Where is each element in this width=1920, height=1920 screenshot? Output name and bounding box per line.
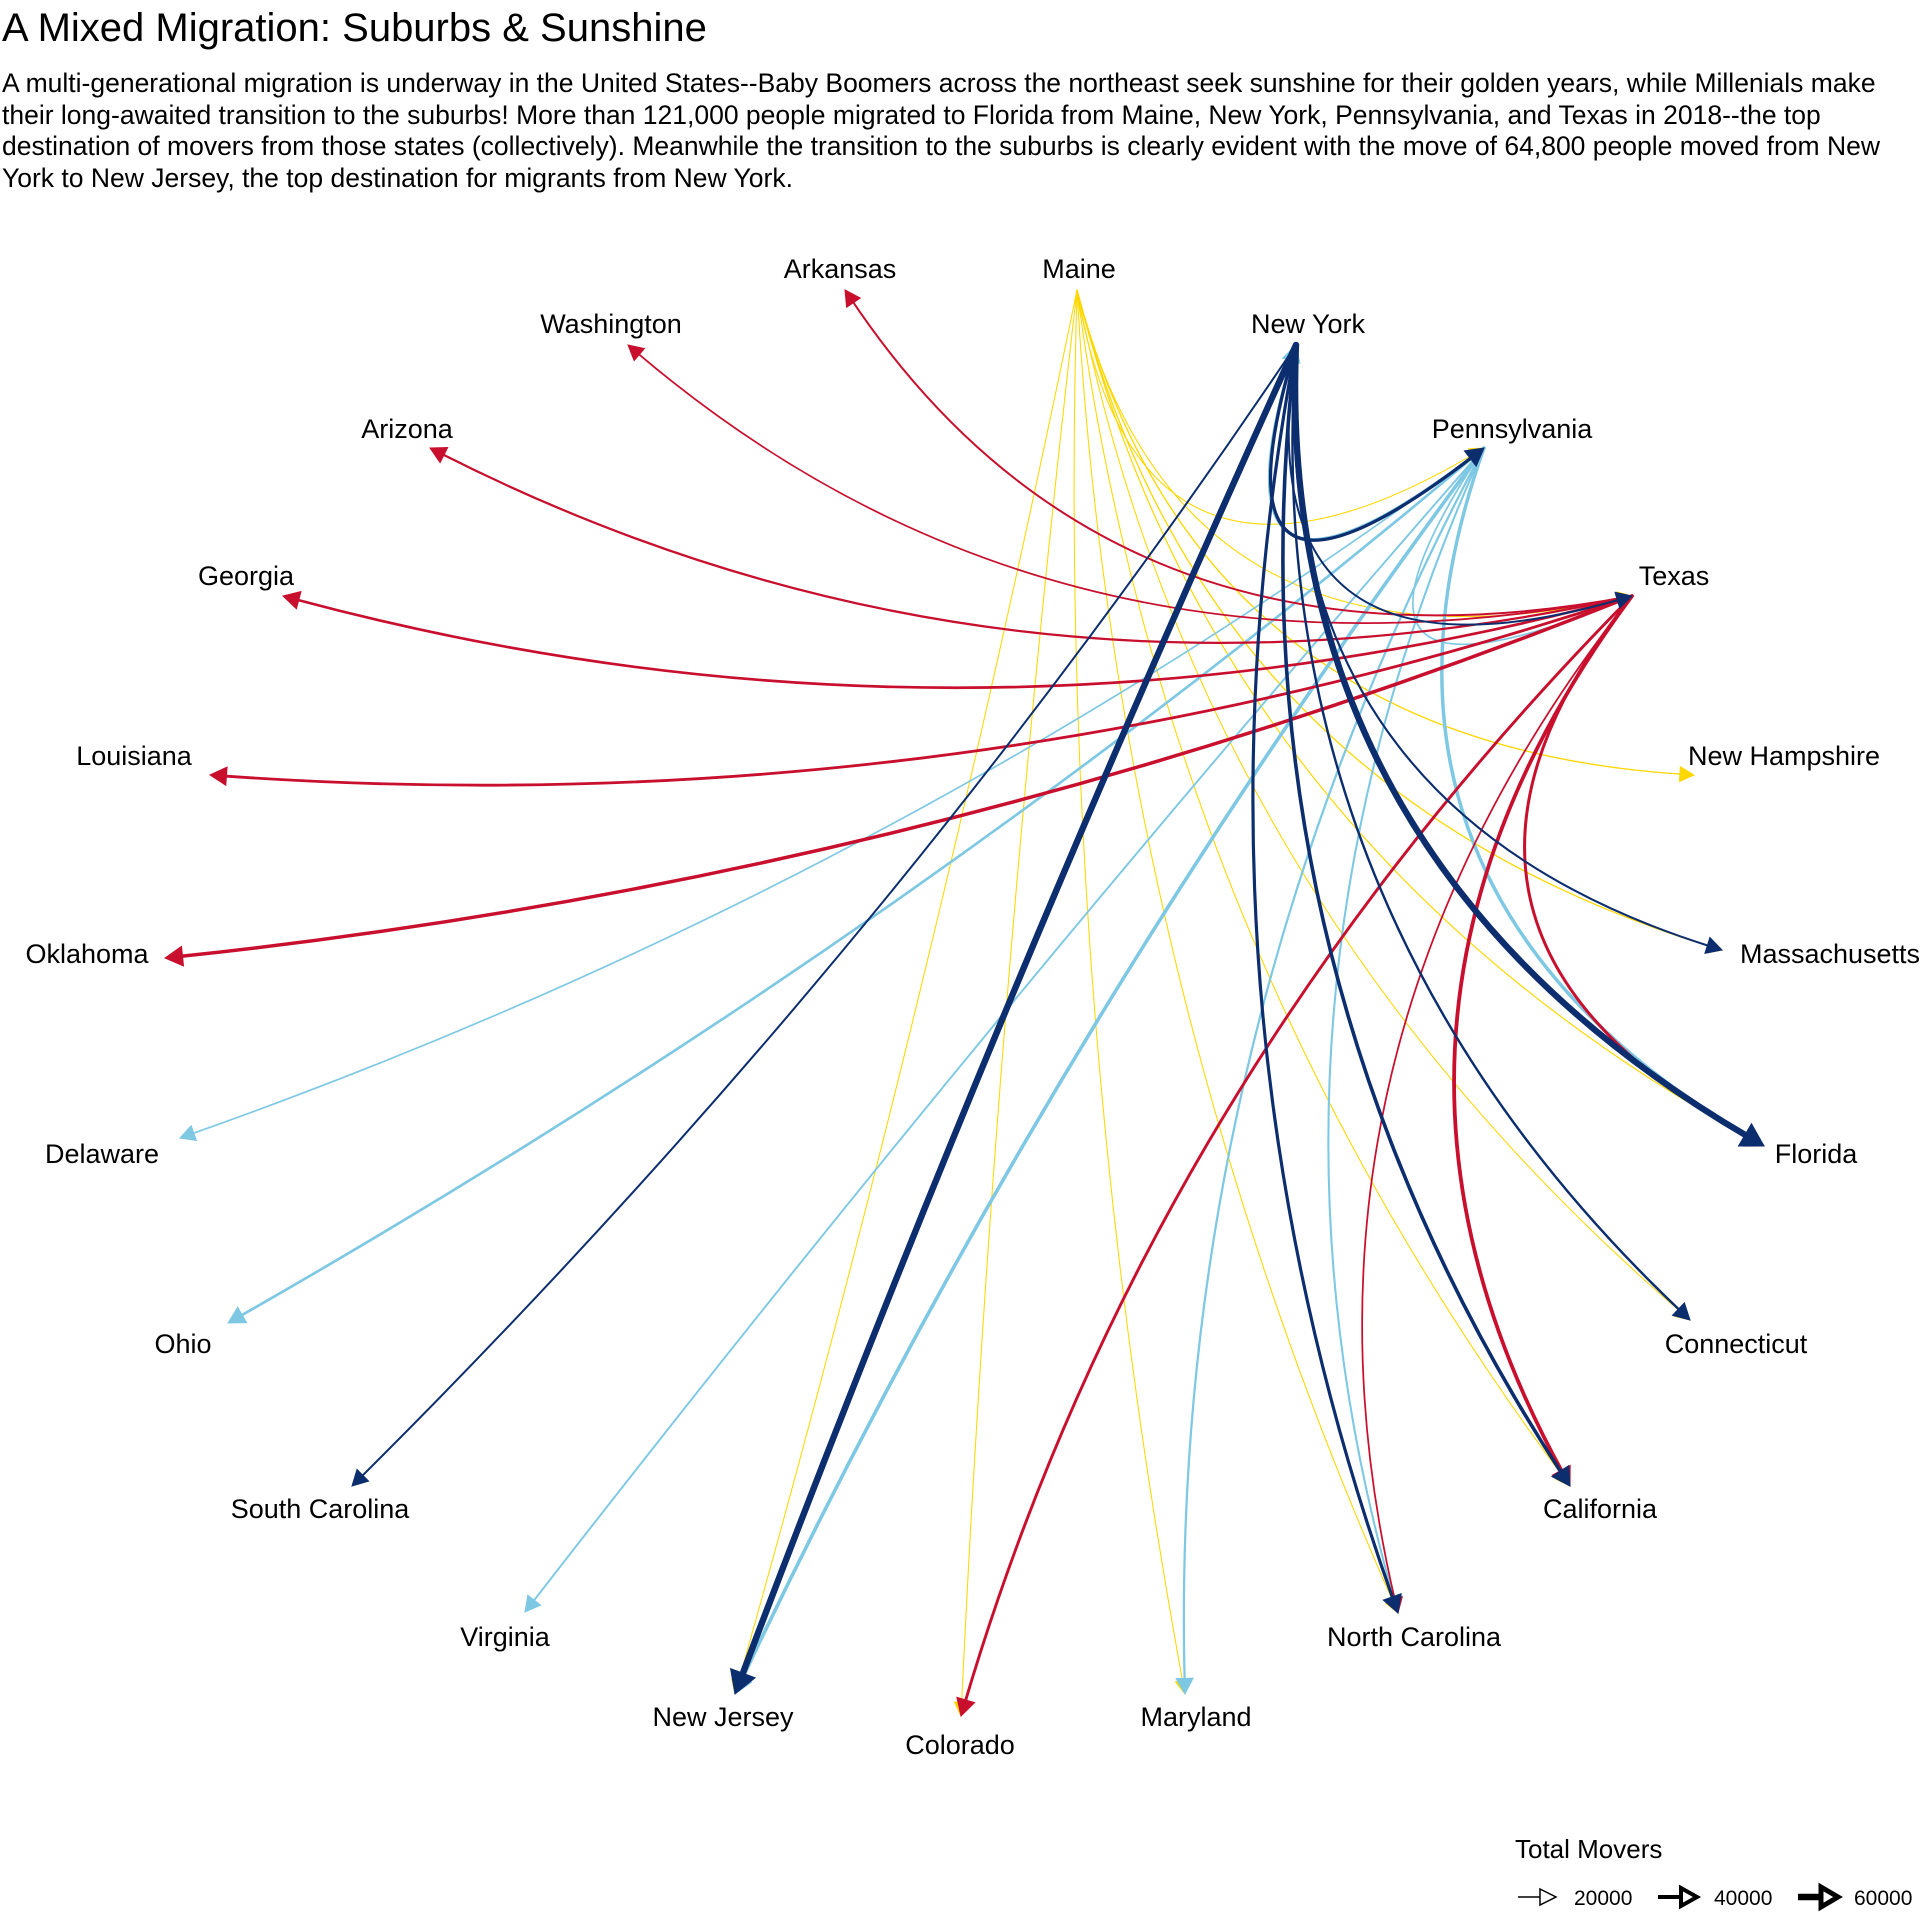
edge-pennsylvania-to-florida [1440, 446, 1754, 1141]
edge-new-york-to-new-jersey [738, 341, 1300, 1681]
edge-texas-to-california [1452, 594, 1634, 1476]
arrowhead-new-york-to-massachusetts [1704, 936, 1724, 954]
edge-new-york-to-california [1281, 343, 1565, 1476]
legend-label-20000: 20000 [1574, 1887, 1632, 1910]
edge-maine-to-florida [1076, 289, 1755, 1142]
legend-item-40000: 40000 [1658, 1884, 1772, 1910]
legend-item-20000: 20000 [1518, 1887, 1632, 1910]
edge-new-york-to-texas [1287, 344, 1622, 626]
edge-texas-to-north-carolina [1361, 595, 1633, 1603]
node-label-florida: Florida [1775, 1139, 1859, 1169]
arrowhead-new-york-to-south-carolina [351, 1468, 370, 1487]
labels-layer: Arkansas Maine Washington New York Arizona Pe… [25, 254, 1920, 1760]
edge-maine-to-maryland [1073, 289, 1184, 1684]
node-label-new-york: New York [1251, 309, 1366, 339]
node-label-massachusetts: Massachusetts [1740, 939, 1920, 969]
arrowhead-pennsylvania-to-ohio [227, 1306, 248, 1324]
edge-maine-to-colorado [960, 289, 1078, 1706]
arrowhead-new-york-to-florida [1737, 1122, 1765, 1147]
arrowhead-new-york-to-california [1551, 1464, 1571, 1487]
node-label-ohio: Ohio [154, 1329, 211, 1359]
legend-item-60000: 60000 [1798, 1882, 1912, 1912]
edge-new-york-to-pennsylvania [1268, 343, 1475, 542]
node-label-colorado: Colorado [905, 1730, 1015, 1760]
arrowhead-texas-to-oklahoma [163, 945, 185, 967]
arrowhead-new-york-to-connecticut [1671, 1301, 1691, 1321]
legend-label-60000: 60000 [1854, 1887, 1912, 1910]
arrowhead-texas-to-louisiana [208, 766, 228, 787]
edge-maine-to-new-jersey [737, 289, 1078, 1684]
edge-maine-to-new-hampshire [1076, 289, 1684, 775]
arrowhead-texas-to-arkansas [844, 289, 862, 309]
node-label-arizona: Arizona [361, 414, 454, 444]
edge-texas-to-arkansas [850, 299, 1633, 617]
node-label-arkansas: Arkansas [784, 254, 897, 284]
arrowhead-new-york-to-texas [1614, 591, 1634, 610]
node-label-oklahoma: Oklahoma [25, 939, 149, 969]
node-label-delaware: Delaware [45, 1139, 159, 1169]
node-label-louisiana: Louisiana [76, 741, 193, 771]
edge-texas-to-arizona [440, 452, 1634, 645]
node-label-north-carolina: North Carolina [1327, 1622, 1502, 1652]
edge-texas-to-washington [636, 351, 1633, 624]
legend-arrow-head [1818, 1882, 1843, 1912]
edge-new-york-to-florida [1292, 341, 1752, 1141]
legend-arrow-head [1679, 1884, 1702, 1910]
edge-new-york-to-connecticut [1291, 343, 1682, 1313]
edge-maine-to-pennsylvania [1076, 289, 1476, 525]
node-label-new-jersey: New Jersey [652, 1702, 794, 1732]
node-label-pennsylvania: Pennsylvania [1432, 414, 1594, 444]
edge-maine-to-connecticut [1076, 289, 1683, 1314]
edge-texas-to-louisiana [221, 594, 1634, 787]
edge-pennsylvania-to-virginia [531, 447, 1485, 1604]
legend-label-40000: 40000 [1714, 1887, 1772, 1910]
edge-texas-to-georgia [294, 594, 1634, 690]
node-label-maine: Maine [1042, 254, 1116, 284]
edge-pennsylvania-to-delaware [190, 447, 1485, 1135]
node-label-maryland: Maryland [1140, 1702, 1251, 1732]
node-label-connecticut: Connecticut [1665, 1329, 1808, 1359]
arrowhead-texas-to-washington [627, 344, 646, 362]
edges-layer [163, 289, 1765, 1718]
edge-pennsylvania-to-maryland [1182, 446, 1486, 1683]
legend-arrow-head [1539, 1887, 1558, 1907]
legend-title: Total Movers [1515, 1834, 1662, 1864]
arrowhead-new-york-to-pennsylvania [1463, 447, 1485, 468]
arrowhead-texas-to-arizona [429, 446, 449, 464]
arrowhead-new-york-to-new-jersey [729, 1667, 757, 1695]
node-label-california: California [1543, 1494, 1658, 1524]
node-label-washington: Washington [540, 309, 682, 339]
node-label-texas: Texas [1639, 561, 1710, 591]
chart-title: A Mixed Migration: Suburbs & Sunshine [2, 6, 707, 50]
edge-texas-to-colorado [963, 594, 1634, 1705]
edge-new-york-to-north-carolina [1251, 343, 1395, 1602]
node-label-new-hampshire: New Hampshire [1688, 741, 1880, 771]
chart-subtitle: A multi-generational migration is underw… [2, 68, 1880, 193]
edge-pennsylvania-to-ohio [237, 446, 1486, 1318]
edge-pennsylvania-to-north-carolina [1327, 446, 1486, 1603]
node-label-south-carolina: South Carolina [231, 1494, 411, 1524]
legend: Total Movers 20000 40000 60000 [1515, 1834, 1912, 1912]
edge-pennsylvania-to-new-jersey [739, 446, 1486, 1683]
edge-maine-to-california [1076, 289, 1564, 1478]
arrowhead-pennsylvania-to-virginia [524, 1594, 542, 1613]
arrowhead-pennsylvania-to-maryland [1175, 1677, 1194, 1696]
edge-maine-to-north-carolina [1076, 289, 1395, 1604]
edge-new-york-to-south-carolina [359, 344, 1297, 1479]
node-label-virginia: Virginia [460, 1622, 551, 1652]
arrowhead-pennsylvania-to-delaware [179, 1124, 198, 1142]
arrowhead-maine-to-new-hampshire [1678, 765, 1696, 783]
arrowhead-texas-to-georgia [281, 590, 302, 610]
arrowhead-new-york-to-north-carolina [1382, 1592, 1402, 1614]
edge-texas-to-oklahoma [177, 594, 1634, 959]
arrowhead-texas-to-colorado [956, 1696, 976, 1717]
node-label-georgia: Georgia [198, 561, 295, 591]
